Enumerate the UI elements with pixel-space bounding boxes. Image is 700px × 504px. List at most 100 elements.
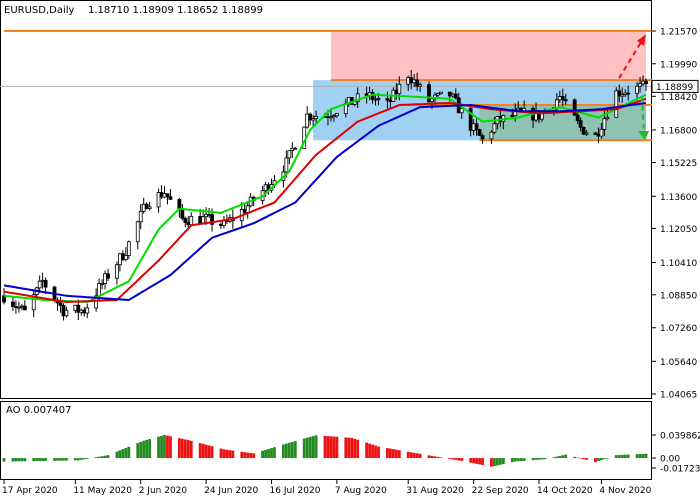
candle-body: [355, 93, 360, 103]
ao-bar: [394, 449, 398, 459]
ao-bar: [267, 448, 270, 459]
candle-body: [572, 99, 577, 116]
ao-bar: [139, 441, 143, 459]
ao-bar: [433, 456, 437, 459]
arrow-up-shaft: [618, 40, 643, 79]
ao-bar: [347, 437, 351, 459]
forecast-arrows-layer: [618, 34, 649, 141]
candle-body: [287, 150, 292, 159]
price-tick-label: 1.05640: [660, 358, 697, 368]
candle: [126, 240, 131, 260]
candle: [293, 147, 298, 150]
ao-bar: [270, 448, 273, 459]
candle-body: [82, 309, 87, 314]
ao-bar: [329, 436, 333, 459]
candle: [168, 189, 173, 200]
arrow-down-head: [638, 130, 649, 141]
ao-bar: [222, 449, 226, 459]
candle: [37, 275, 42, 294]
moving-averages-layer: [3, 93, 647, 304]
candle-body: [388, 99, 393, 102]
last-price-box: [651, 79, 699, 93]
ao-bar: [641, 453, 645, 459]
ao-bar: [305, 437, 309, 459]
ao-bar: [377, 446, 380, 459]
candle-body: [563, 99, 568, 102]
candle-body: [189, 216, 194, 226]
candle: [415, 72, 420, 91]
ao-bar: [160, 435, 163, 459]
ao-bar: [644, 453, 648, 459]
price-tick-label: 1.18420: [660, 93, 697, 103]
ma-mid-line: [3, 97, 647, 304]
candle: [563, 93, 568, 105]
candle-body: [79, 309, 84, 313]
candle-body: [596, 133, 601, 137]
ao-bar: [56, 458, 59, 461]
ao-bar: [391, 449, 395, 459]
candle: [115, 261, 119, 285]
ao-bar: [219, 448, 223, 459]
candle-body: [614, 90, 619, 118]
candle-body: [168, 196, 173, 200]
ao-bar: [231, 450, 235, 459]
ao-bar: [397, 450, 401, 459]
ao-bar: [418, 453, 422, 459]
candle-body: [623, 92, 628, 95]
ao-bar: [388, 448, 392, 459]
ma-slow-line: [3, 102, 647, 302]
ao-bar: [314, 435, 318, 459]
candle-body: [16, 306, 21, 309]
candle: [123, 247, 128, 262]
candle: [644, 78, 648, 91]
ao-bar: [356, 439, 360, 459]
ao-bar: [594, 458, 597, 463]
ao-bar: [311, 436, 315, 459]
ao-bar: [495, 458, 499, 466]
ao-bar: [350, 437, 354, 459]
candle-body: [94, 295, 99, 309]
ao-bar: [100, 456, 104, 459]
ao-bar: [412, 452, 416, 459]
candle-body: [204, 213, 209, 218]
ao-bar: [638, 454, 642, 459]
ao-bar: [204, 444, 208, 459]
candle-body: [147, 206, 152, 209]
ao-bar: [65, 458, 68, 461]
candle-body: [165, 193, 170, 198]
candle-body: [198, 216, 203, 225]
candle: [477, 128, 482, 136]
candle-body: [620, 94, 625, 97]
ao-bar: [573, 456, 577, 459]
candle: [22, 300, 27, 311]
ao-bar: [94, 457, 98, 459]
ao-bar: [59, 458, 62, 461]
price-tick-label: 1.12050: [660, 225, 697, 235]
ao-bar: [177, 438, 181, 459]
candle-body: [210, 214, 214, 225]
candle-body: [22, 305, 27, 311]
candle: [617, 84, 622, 103]
candle: [427, 81, 431, 104]
candle: [11, 295, 15, 311]
ao-bar: [448, 458, 452, 459]
ao-bar: [106, 455, 110, 459]
ao-bar: [406, 451, 410, 459]
ao-bar: [409, 452, 413, 459]
candle-body: [584, 132, 589, 135]
candle-body: [575, 114, 580, 121]
ao-bar: [439, 457, 443, 459]
candle: [31, 290, 36, 318]
ao-bar: [635, 454, 639, 459]
candle-body: [394, 89, 399, 95]
ao-bar: [335, 436, 339, 459]
candle-body: [103, 273, 107, 284]
time-tick-label: 7 Aug 2020: [335, 486, 387, 496]
candle: [468, 105, 473, 137]
ao-bar: [386, 448, 389, 459]
ao-bar: [582, 458, 585, 460]
ao-bar: [142, 440, 146, 459]
ao-bar: [371, 444, 374, 459]
ao-bar: [85, 458, 89, 459]
